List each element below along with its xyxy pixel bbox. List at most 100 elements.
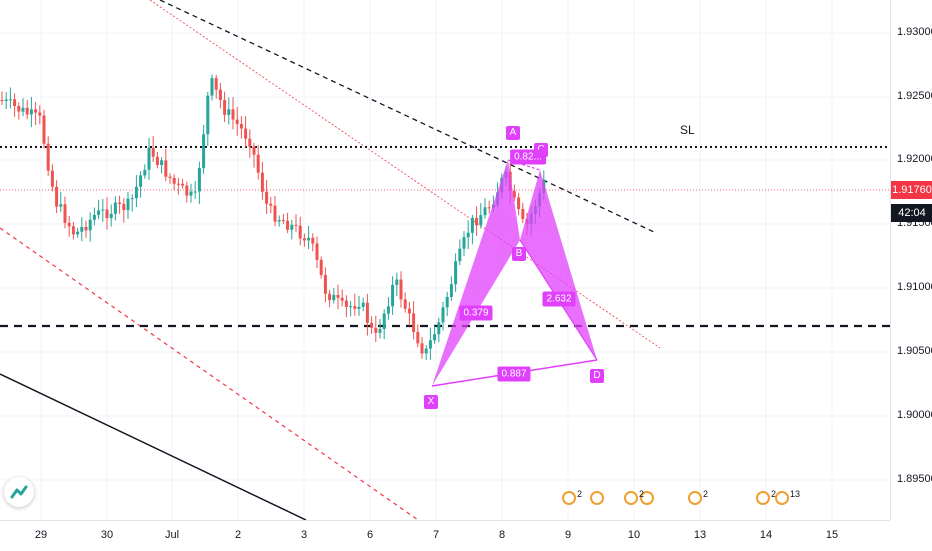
candle-body: [59, 204, 63, 207]
candle-body: [340, 297, 344, 301]
price-chart[interactable]: [0, 0, 890, 521]
candle-body: [361, 302, 365, 307]
candle-body: [323, 274, 327, 294]
candle-body: [349, 306, 353, 308]
uk-flag-icon[interactable]: [590, 491, 604, 505]
candle-body: [286, 220, 290, 230]
uk-flag-icon[interactable]: [775, 491, 789, 505]
candle-body: [265, 191, 269, 204]
candle-body: [88, 219, 92, 231]
candle-body: [25, 107, 29, 115]
candle-body: [21, 107, 25, 112]
candle-body: [269, 203, 273, 206]
candle-body: [231, 109, 235, 120]
pattern-point-a[interactable]: A: [506, 126, 520, 140]
candle-body: [277, 220, 281, 222]
candle-body: [307, 237, 311, 241]
bar-countdown-tag: 42:04: [891, 204, 932, 222]
nz-flag-icon[interactable]: [624, 491, 638, 505]
candle-body: [8, 99, 12, 101]
candle-body: [483, 207, 487, 216]
event-count: 2: [639, 489, 645, 499]
candle-body: [218, 89, 222, 100]
nz-flag-icon[interactable]: [640, 491, 654, 505]
candle-body: [281, 220, 285, 222]
candle-body: [134, 186, 138, 199]
candle-body: [433, 334, 437, 341]
candle-body: [113, 202, 117, 214]
candle-body: [4, 99, 8, 101]
price-tick: 1.89500: [897, 473, 932, 485]
event-count: 2: [771, 489, 777, 499]
ratio-bd-label: 2.632: [542, 291, 576, 307]
price-axis[interactable]: 1.93000 1.92500 1.92000 1.91500 1.91000 …: [890, 0, 932, 520]
candle-body: [151, 147, 155, 157]
candle-body: [391, 284, 395, 307]
candle-body: [252, 146, 256, 155]
candle-body: [80, 226, 84, 232]
candle-body: [382, 313, 386, 330]
pattern-point-x[interactable]: X: [424, 395, 438, 409]
time-label: 8: [498, 529, 506, 541]
time-label: 7: [432, 529, 440, 541]
pattern-point-d[interactable]: D: [590, 369, 604, 383]
candle-body: [256, 154, 260, 173]
candle-body: [248, 138, 252, 147]
time-label: Jul: [164, 529, 180, 541]
time-label: 14: [759, 529, 773, 541]
candle-body: [210, 78, 214, 96]
candle-body: [29, 109, 33, 115]
candle-body: [458, 248, 462, 262]
channel-lower-line[interactable]: [0, 227, 419, 521]
candle-body: [260, 172, 264, 192]
candle-body: [517, 197, 521, 210]
candle-body: [407, 308, 411, 314]
candle-body: [97, 210, 101, 215]
candle-body: [223, 99, 227, 115]
au-flag-icon[interactable]: [688, 491, 702, 505]
candle-body: [130, 198, 134, 200]
candle-body: [332, 294, 336, 301]
candle-body: [416, 331, 420, 344]
candle-body: [294, 224, 298, 226]
candle-body: [302, 238, 306, 241]
candle-body: [50, 170, 54, 187]
ratio-xd-label: 0.887: [497, 366, 531, 382]
candle-body: [55, 186, 59, 207]
uk-flag-icon[interactable]: [562, 491, 576, 505]
candle-body: [466, 232, 470, 238]
candle-body: [290, 224, 294, 230]
candle-body: [67, 222, 71, 227]
candle-body: [454, 261, 458, 285]
resistance-trend-line[interactable]: [159, 0, 657, 234]
candle-body: [386, 306, 390, 314]
candle-body: [34, 109, 38, 113]
candle-body: [235, 119, 239, 125]
candle-body: [315, 243, 319, 260]
chart-pane[interactable]: SL A B C D X 0.379 0.82... 2.632 0.887 2…: [0, 0, 890, 521]
candle-body: [374, 327, 378, 333]
tradingview-logo[interactable]: [4, 477, 34, 507]
candle-body: [126, 198, 130, 211]
candle-body: [42, 115, 46, 144]
candle-body: [328, 293, 332, 301]
candle-body: [244, 128, 248, 139]
candle-body: [155, 156, 159, 165]
price-tick: 1.92000: [897, 153, 932, 165]
time-label: 3: [300, 529, 308, 541]
time-axis[interactable]: 29 30 Jul 2 3 6 7 8 9 10 13 14 15: [0, 520, 890, 551]
price-tick: 1.90000: [897, 409, 932, 421]
pattern-point-b[interactable]: B: [512, 247, 526, 261]
uk-flag-icon[interactable]: [756, 491, 770, 505]
support-trend-line[interactable]: [0, 373, 307, 521]
ratio-ac-label: 0.82...: [510, 149, 546, 165]
candle-body: [239, 124, 243, 129]
time-label: 6: [366, 529, 374, 541]
candle-body: [160, 160, 164, 165]
candle-body: [164, 160, 168, 177]
event-count: 2: [577, 489, 583, 499]
candle-body: [71, 226, 75, 235]
price-tick: 1.90500: [897, 345, 932, 357]
candle-body: [101, 209, 105, 211]
channel-upper-line[interactable]: [149, 0, 661, 349]
